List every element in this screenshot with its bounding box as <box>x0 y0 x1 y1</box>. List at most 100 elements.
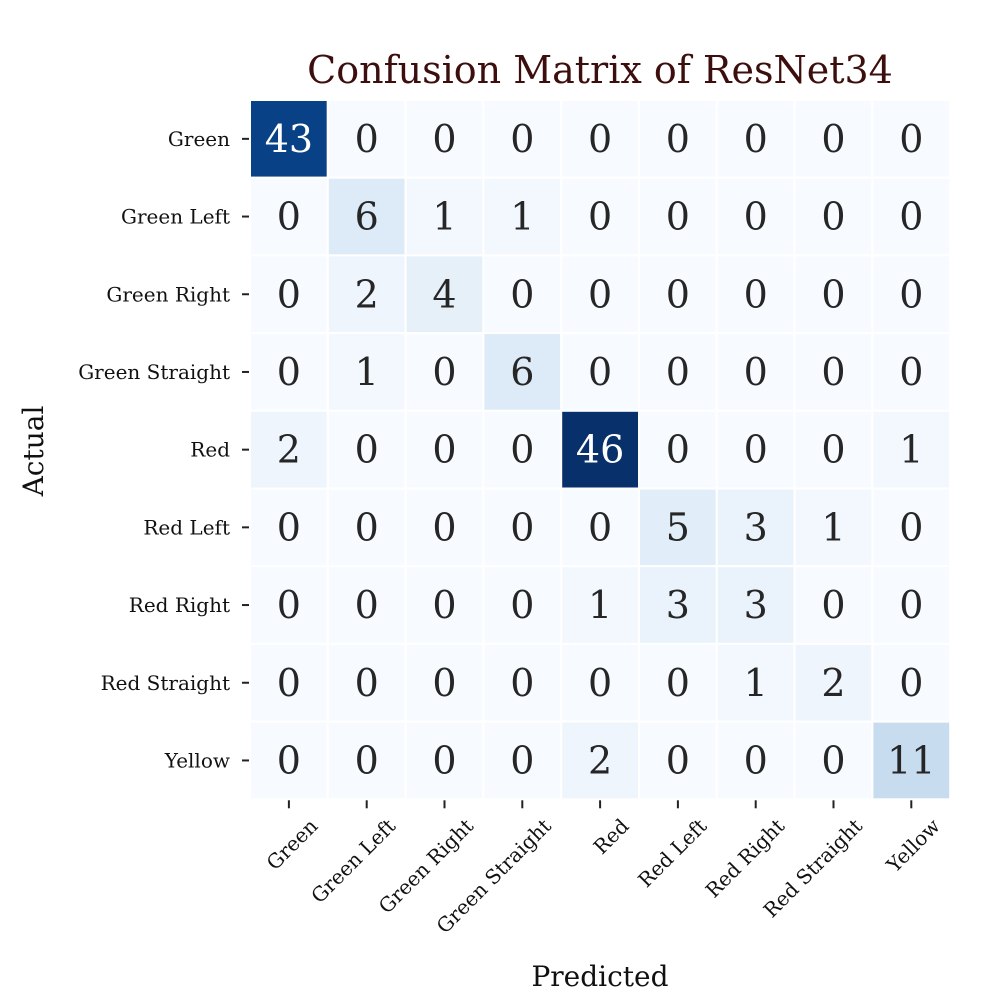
cell-value-label: 0 <box>821 117 845 161</box>
heatmap-cell-yellow-red-right <box>715 720 796 801</box>
cell-value-label: 0 <box>355 661 379 705</box>
cell-value-label: 0 <box>355 428 379 472</box>
heatmap-cell-green-straight-yellow <box>871 332 952 412</box>
heatmap-cells: 43 0 0 0 0 0 0 0 00 6 1 1 0 0 0 0 00 2 4 0 0 0 0 0 00 1 0 6 0 0 0 0 02 0 0… <box>249 99 952 801</box>
cell-value-label: 11 <box>887 738 935 782</box>
heatmap-cell-red-straight-green <box>249 642 329 723</box>
cell-value-label: 0 <box>588 505 612 549</box>
cell-value-label: 0 <box>588 195 612 239</box>
cell-value-label: 0 <box>821 350 845 394</box>
cell-value-label: 0 <box>744 195 768 239</box>
cell-value-label: 0 <box>277 195 301 239</box>
heatmap-cell-green-left-red-straight <box>793 176 874 257</box>
cell-value-label: 1 <box>744 661 768 705</box>
cell-value-label: 0 <box>899 272 923 316</box>
heatmap-cell-yellow-green-straight <box>482 720 563 801</box>
heatmap-cell-red-right-green-left <box>326 565 407 645</box>
cell-value-label: 0 <box>277 505 301 549</box>
heatmap-cell-red-left-red-straight <box>793 487 874 568</box>
cell-value-label: 0 <box>510 505 534 549</box>
cell-value-label: 0 <box>588 661 612 705</box>
cell-value-label: 0 <box>277 350 301 394</box>
cell-value-label: 0 <box>899 350 923 394</box>
cell-value-label: 0 <box>744 272 768 316</box>
cell-value-label: 5 <box>666 505 690 549</box>
cell-value-label: 2 <box>355 272 379 316</box>
cell-value-label: 0 <box>432 428 456 472</box>
y-tick-label-green: Green <box>168 127 230 151</box>
y-tick-label-red: Red <box>190 438 230 462</box>
cell-value-label: 3 <box>744 505 768 549</box>
cell-value-label: 0 <box>666 117 690 161</box>
heatmap-cell-green-left-red <box>560 176 641 257</box>
cell-value-label: 4 <box>432 272 456 316</box>
cell-value-label: 0 <box>432 738 456 782</box>
cell-value-label: 0 <box>588 272 612 316</box>
y-tick-label-red-left: Red Left <box>143 515 230 539</box>
x-tick-label-red: Red <box>589 814 634 859</box>
cell-value-label: 0 <box>744 738 768 782</box>
heatmap-cell-yellow-green-left <box>326 720 407 801</box>
cell-value-label: 0 <box>510 661 534 705</box>
cell-value-label: 1 <box>510 195 534 239</box>
cell-value-label: 0 <box>821 428 845 472</box>
heatmap-cell-red-red-left <box>638 409 718 490</box>
cell-value-label: 0 <box>666 738 690 782</box>
heatmap-cell-red-right-green <box>249 565 329 645</box>
cell-value-label: 0 <box>899 117 923 161</box>
heatmap-cell-green-left-yellow <box>871 176 952 257</box>
heatmap-cell-green-left-red-right <box>715 176 796 257</box>
cell-value-label: 0 <box>432 350 456 394</box>
heatmap-cell-green-straight-green-straight <box>482 332 563 412</box>
cell-value-label: 2 <box>588 738 612 782</box>
cell-value-label: 6 <box>510 350 534 394</box>
cell-value-label: 46 <box>576 428 624 472</box>
heatmap-cell-red-left-green-straight <box>482 487 563 568</box>
cell-value-label: 0 <box>588 350 612 394</box>
cell-value-label: 3 <box>744 583 768 627</box>
cell-value-label: 0 <box>510 272 534 316</box>
heatmap-cell-yellow-yellow <box>871 720 952 801</box>
heatmap-cell-red-straight-yellow <box>871 642 952 723</box>
cell-value-label: 0 <box>666 195 690 239</box>
heatmap-cell-red-green-straight <box>482 409 563 490</box>
cell-value-label: 6 <box>355 195 379 239</box>
cell-value-label: 0 <box>821 583 845 627</box>
x-tick-label-red-left: Red Left <box>633 814 711 892</box>
heatmap-cell-red-left-green-right <box>404 487 485 568</box>
cell-value-label: 0 <box>588 117 612 161</box>
heatmap-cell-green-right-green-right <box>404 254 485 335</box>
cell-value-label: 1 <box>821 505 845 549</box>
heatmap-cell-red-left-yellow <box>871 487 952 568</box>
cell-value-label: 0 <box>510 428 534 472</box>
heatmap-cell-green-straight-green-left <box>326 332 407 412</box>
cell-value-label: 0 <box>277 272 301 316</box>
chart-title: Confusion Matrix of ResNet34 <box>307 48 893 92</box>
cell-value-label: 0 <box>666 428 690 472</box>
heatmap-cell-red-left-green <box>249 487 329 568</box>
heatmap-cell-red-yellow <box>871 409 952 490</box>
cell-value-label: 2 <box>277 428 301 472</box>
y-tick-label-green-right: Green Right <box>106 282 230 306</box>
heatmap-cell-red-green <box>249 409 329 490</box>
heatmap-cell-green-straight-green <box>249 332 329 412</box>
cell-value-label: 0 <box>510 583 534 627</box>
heatmap-cell-green-left-green <box>249 176 329 257</box>
cell-value-label: 0 <box>744 350 768 394</box>
heatmap-cell-yellow-green-right <box>404 720 485 801</box>
heatmap-cell-red-right-red <box>560 565 641 645</box>
cell-value-label: 3 <box>666 583 690 627</box>
heatmap-cell-green-right-green-left <box>326 254 407 335</box>
cell-value-label: 0 <box>666 661 690 705</box>
heatmap-cell-green-right-yellow <box>871 254 952 335</box>
cell-value-label: 0 <box>432 661 456 705</box>
heatmap-cell-green-left-green-right <box>404 176 485 257</box>
cell-value-label: 0 <box>355 505 379 549</box>
cell-value-label: 0 <box>277 661 301 705</box>
cell-value-label: 0 <box>510 117 534 161</box>
heatmap-cell-yellow-red <box>560 720 641 801</box>
heatmap-cell-red-straight-red-right <box>715 642 796 723</box>
cell-value-label: 0 <box>899 661 923 705</box>
cell-value-label: 1 <box>432 195 456 239</box>
